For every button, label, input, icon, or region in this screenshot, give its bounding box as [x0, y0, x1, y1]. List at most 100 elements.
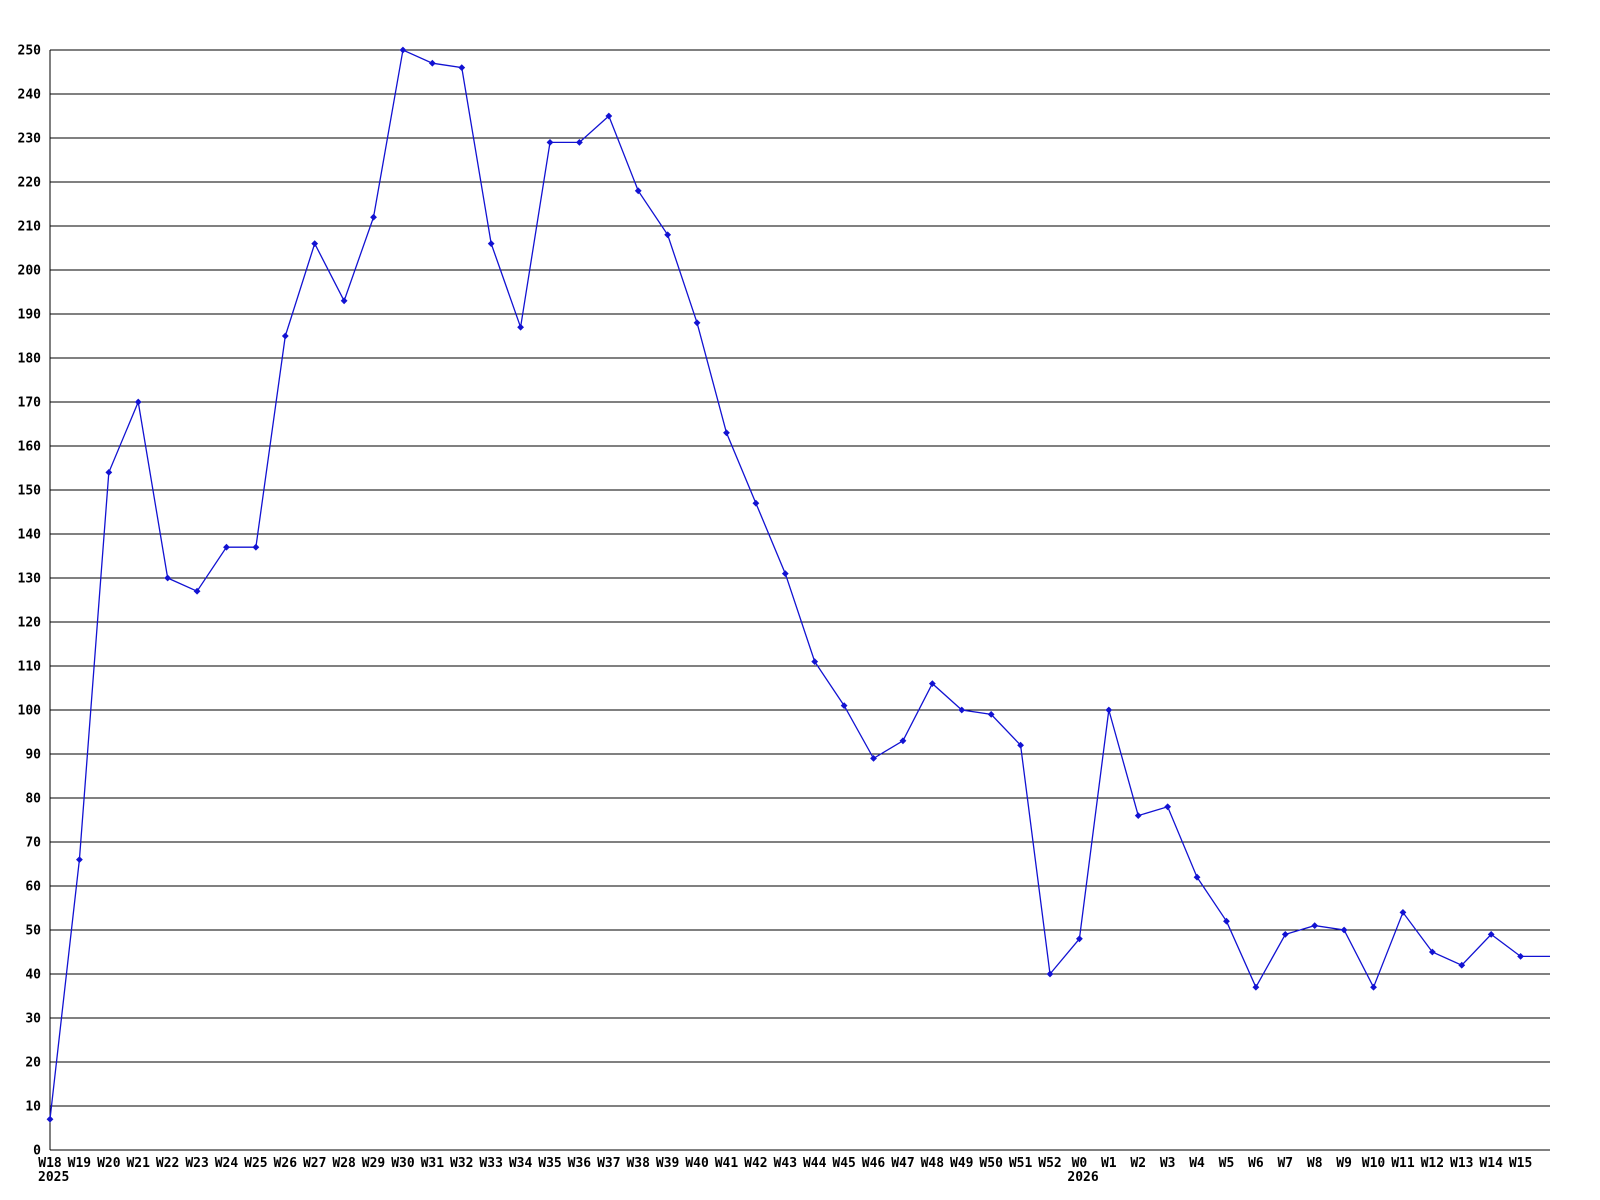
x-axis-week-label: W32 [450, 1156, 473, 1171]
x-axis-week-label: W14 [1479, 1156, 1503, 1171]
data-point-marker [517, 323, 524, 331]
x-axis-week-label: W3 [1160, 1156, 1176, 1171]
x-axis-week-label: W7 [1277, 1156, 1293, 1171]
y-axis-tick-label: 110 [18, 660, 42, 675]
data-point-marker [1223, 917, 1230, 925]
x-axis-year-label: 2025 [38, 1170, 69, 1185]
x-axis-week-label: W34 [509, 1156, 533, 1171]
data-point-marker [899, 737, 907, 745]
x-axis-week-label: W47 [891, 1156, 914, 1171]
y-axis-tick-label: 230 [18, 132, 42, 147]
data-point-marker [1105, 706, 1113, 714]
x-axis-week-label: W51 [1009, 1156, 1033, 1171]
x-axis-week-label: W31 [421, 1156, 445, 1171]
data-point-marker [1487, 931, 1495, 938]
x-axis-week-label: W2 [1130, 1156, 1146, 1171]
data-point-marker [1428, 948, 1436, 956]
y-axis-tick-label: 250 [18, 44, 42, 59]
data-point-marker [1017, 741, 1024, 749]
y-axis-tick-label: 90 [25, 748, 41, 763]
x-axis-year-label: 2026 [1067, 1170, 1098, 1185]
data-point-marker [399, 46, 407, 54]
data-point-marker [1046, 970, 1054, 978]
x-axis-week-label: W22 [156, 1156, 179, 1171]
data-point-marker [105, 469, 113, 476]
y-axis-tick-label: 70 [25, 836, 41, 851]
x-axis-week-label: W33 [479, 1156, 502, 1171]
data-point-marker [1281, 931, 1289, 938]
data-line [49, 49, 1550, 1120]
x-axis-week-label: W0 [1072, 1156, 1088, 1171]
x-axis-week-label: W19 [68, 1156, 91, 1171]
x-axis-week-label: W43 [774, 1156, 797, 1171]
data-point-marker [252, 543, 260, 551]
y-axis-tick-label: 80 [25, 792, 41, 807]
x-axis-week-label: W49 [950, 1156, 973, 1171]
x-axis-week-label: W1 [1101, 1156, 1117, 1171]
data-point-marker [664, 231, 672, 239]
data-point-marker [1370, 983, 1377, 991]
data-point-marker [164, 574, 172, 582]
data-point-marker [781, 570, 789, 577]
data-point-marker [487, 240, 495, 247]
y-axis-tick-label: 120 [18, 616, 42, 631]
data-point-marker [1164, 803, 1172, 811]
x-axis-week-label: W13 [1450, 1156, 1473, 1171]
data-point-marker [134, 398, 142, 406]
x-axis-week-label: W41 [715, 1156, 739, 1171]
y-axis-tick-label: 200 [18, 264, 42, 279]
y-axis-tick-label: 210 [18, 220, 42, 235]
data-point-marker [193, 587, 201, 595]
x-axis-week-label: W52 [1038, 1156, 1061, 1171]
data-point-marker [1193, 873, 1201, 881]
x-axis-week-label: W9 [1336, 1156, 1352, 1171]
data-point-marker [1340, 926, 1348, 934]
y-axis-tick-label: 10 [25, 1100, 41, 1115]
y-axis-tick-label: 0 [33, 1144, 41, 1159]
x-axis-week-label: W39 [656, 1156, 679, 1171]
data-point-marker [311, 240, 319, 247]
y-axis-tick-label: 240 [18, 88, 42, 103]
data-point-marker [928, 680, 936, 687]
y-axis-tick-label: 180 [18, 352, 42, 367]
data-point-marker [840, 702, 848, 709]
x-axis-week-label: W37 [597, 1156, 620, 1171]
data-point-marker [1399, 909, 1407, 916]
y-axis-tick-label: 190 [18, 308, 42, 323]
data-point-marker [576, 139, 583, 146]
data-point-marker [1134, 812, 1142, 819]
x-axis-week-label: W8 [1307, 1156, 1323, 1171]
data-point-marker [1076, 935, 1083, 943]
data-point-marker [223, 543, 230, 551]
x-axis-week-label: W5 [1219, 1156, 1235, 1171]
data-point-marker [811, 658, 819, 665]
x-axis-week-label: W40 [685, 1156, 709, 1171]
data-point-marker [634, 187, 642, 195]
x-axis-week-label: W50 [979, 1156, 1003, 1171]
data-point-marker [46, 1115, 54, 1123]
x-axis-week-label: W23 [185, 1156, 208, 1171]
data-point-marker [281, 332, 289, 340]
x-axis-week-label: W24 [215, 1156, 239, 1171]
data-point-marker [1252, 983, 1260, 991]
data-point-marker [1458, 961, 1466, 969]
data-point-marker [987, 711, 995, 718]
data-point-marker [1311, 922, 1319, 929]
y-axis-tick-label: 40 [25, 968, 41, 983]
x-axis-week-label: W26 [274, 1156, 298, 1171]
x-axis-week-label: W18 [38, 1156, 62, 1171]
x-axis-week-label: W30 [391, 1156, 415, 1171]
y-axis-tick-label: 20 [25, 1056, 41, 1071]
data-point-marker [458, 64, 466, 71]
data-point-marker [428, 59, 436, 67]
y-axis-tick-label: 30 [25, 1012, 41, 1027]
data-point-marker [723, 429, 730, 437]
y-axis-tick-label: 150 [18, 484, 42, 499]
x-axis-week-label: W15 [1509, 1156, 1532, 1171]
data-point-marker [958, 706, 966, 714]
data-point-marker [605, 112, 613, 120]
data-point-marker [76, 856, 83, 863]
data-point-marker [693, 319, 701, 327]
y-axis-tick-label: 220 [18, 176, 42, 191]
